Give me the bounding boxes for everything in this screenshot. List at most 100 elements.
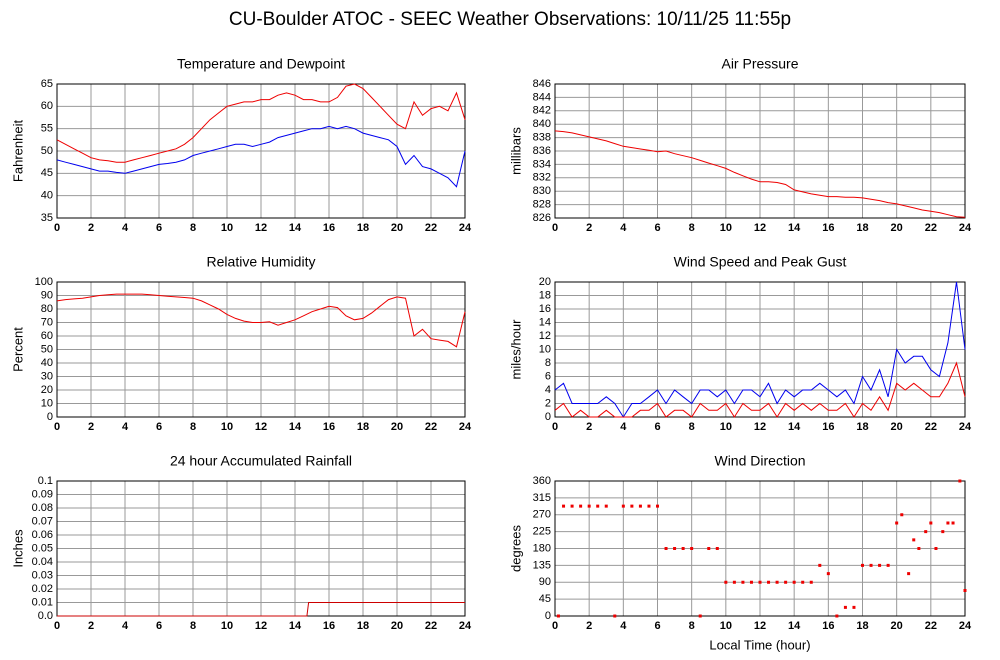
- x-tick-label: 10: [221, 421, 233, 433]
- x-tick-label: 16: [822, 620, 834, 632]
- x-tick-label: 18: [357, 222, 369, 234]
- data-point: [613, 614, 617, 618]
- chart-title: Relative Humidity: [207, 254, 316, 270]
- y-tick-label: 826: [533, 212, 551, 224]
- x-tick-label: 20: [391, 620, 403, 632]
- data-point: [690, 547, 694, 550]
- data-point: [826, 572, 830, 576]
- y-tick-label: 8: [545, 357, 551, 369]
- y-tick-label: 45: [41, 167, 53, 179]
- x-tick-label: 10: [221, 222, 233, 234]
- y-tick-label: 315: [533, 492, 551, 504]
- x-tick-label: 22: [425, 620, 437, 632]
- data-point: [604, 504, 608, 508]
- data-point: [570, 504, 574, 508]
- data-point: [792, 580, 796, 584]
- y-tick-label: 100: [35, 276, 53, 288]
- y-axis-label: Percent: [10, 327, 25, 372]
- x-tick-label: 16: [822, 421, 834, 433]
- y-tick-label: 0.1: [38, 475, 53, 487]
- y-tick-label: 842: [533, 105, 551, 117]
- data-point: [724, 580, 728, 584]
- x-tick-label: 22: [425, 421, 437, 433]
- chart-title: Temperature and Dewpoint: [177, 56, 345, 72]
- data-point: [715, 547, 719, 550]
- x-tick-label: 14: [788, 421, 801, 433]
- chart-title: Wind Direction: [714, 453, 805, 469]
- x-tick-label: 18: [856, 620, 868, 632]
- data-line: [56, 293, 466, 348]
- y-tick-label: 14: [539, 316, 551, 328]
- x-tick-label: 6: [654, 421, 660, 433]
- y-tick-label: 830: [533, 185, 551, 197]
- x-tick-label: 10: [221, 620, 233, 632]
- data-point: [895, 521, 899, 525]
- data-line: [56, 125, 466, 188]
- data-point: [878, 563, 882, 567]
- x-tick-label: 12: [754, 620, 766, 632]
- y-tick-label: 18: [539, 289, 551, 301]
- x-tick-label: 8: [190, 421, 196, 433]
- x-tick-label: 20: [891, 421, 903, 433]
- data-point: [907, 572, 911, 576]
- y-tick-label: 20: [41, 384, 53, 396]
- x-tick-label: 6: [654, 222, 660, 234]
- data-line: [554, 130, 966, 218]
- y-tick-label: 844: [533, 91, 551, 103]
- y-tick-label: 832: [533, 172, 551, 184]
- data-point: [861, 563, 864, 567]
- data-point: [912, 538, 916, 542]
- y-tick-label: 0.01: [32, 596, 53, 608]
- x-tick-label: 20: [891, 222, 903, 234]
- y-tick-label: 0.08: [32, 502, 53, 514]
- x-tick-label: 12: [255, 222, 267, 234]
- x-tick-label: 10: [720, 421, 732, 433]
- x-tick-label: 2: [586, 421, 592, 433]
- x-tick-label: 0: [552, 222, 558, 234]
- y-tick-label: 840: [533, 118, 551, 130]
- chart-title: Wind Speed and Peak Gust: [674, 254, 847, 270]
- data-point: [741, 580, 745, 584]
- x-tick-label: 0: [552, 421, 558, 433]
- x-tick-label: 6: [156, 222, 162, 234]
- x-tick-label: 18: [357, 620, 369, 632]
- y-tick-label: 0.04: [32, 556, 53, 568]
- data-point: [596, 504, 600, 508]
- data-point: [556, 614, 560, 618]
- y-tick-label: 12: [539, 330, 551, 342]
- y-tick-label: 30: [41, 370, 53, 382]
- x-tick-label: 14: [289, 620, 302, 632]
- y-tick-label: 16: [539, 303, 551, 315]
- data-point: [929, 521, 933, 525]
- data-point: [886, 563, 890, 567]
- x-tick-label: 24: [459, 620, 472, 632]
- y-tick-label: 0.0: [38, 610, 53, 622]
- y-tick-label: 135: [533, 559, 551, 571]
- x-tick-label: 12: [255, 620, 267, 632]
- plot-frame: [554, 480, 966, 617]
- x-tick-label: 22: [925, 222, 937, 234]
- x-tick-label: 14: [289, 222, 302, 234]
- x-tick-label: 0: [54, 222, 60, 234]
- data-line: [554, 361, 966, 418]
- y-tick-label: 0: [545, 610, 551, 622]
- y-tick-label: 45: [539, 593, 551, 605]
- data-point: [621, 504, 625, 508]
- y-tick-label: 50: [41, 343, 53, 355]
- x-tick-label: 20: [391, 222, 403, 234]
- y-tick-label: 70: [41, 316, 53, 328]
- y-tick-label: 0.09: [32, 488, 53, 500]
- data-point: [869, 563, 873, 567]
- data-point: [924, 530, 928, 534]
- x-tick-label: 22: [925, 421, 937, 433]
- y-tick-label: 270: [533, 509, 551, 521]
- data-point: [681, 547, 685, 550]
- data-point: [963, 589, 967, 592]
- y-tick-label: 40: [41, 190, 53, 202]
- data-point: [801, 580, 805, 584]
- x-tick-label: 16: [323, 421, 335, 433]
- x-tick-label: 24: [959, 222, 972, 234]
- data-line: [56, 83, 466, 163]
- data-point: [775, 580, 779, 584]
- x-tick-label: 16: [323, 222, 335, 234]
